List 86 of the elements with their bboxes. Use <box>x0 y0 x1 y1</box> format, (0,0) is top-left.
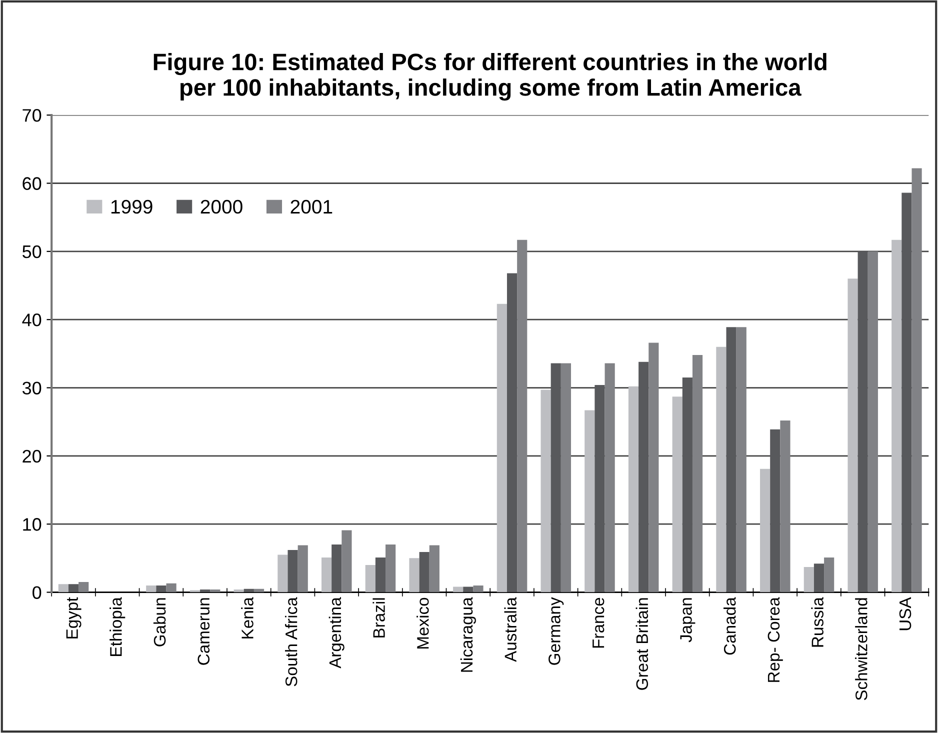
bar <box>540 390 551 592</box>
bar <box>848 278 858 592</box>
bar <box>594 385 605 592</box>
bar <box>156 585 166 592</box>
bar <box>760 468 770 592</box>
bar <box>628 386 639 592</box>
y-tick-label: 30 <box>22 382 42 394</box>
bar <box>496 304 507 592</box>
bar <box>288 550 298 592</box>
y-tick-label: 10 <box>23 518 42 531</box>
x-tick-label: France <box>592 598 604 648</box>
x-tick-label: Great Britain <box>636 598 648 690</box>
bar <box>716 346 726 592</box>
bar <box>78 582 89 592</box>
x-tick-label: Mexico <box>416 598 429 649</box>
legend-label: 2000 <box>200 200 242 214</box>
x-tick-label: Germany <box>548 597 564 665</box>
bar <box>550 363 561 592</box>
bar <box>234 590 244 592</box>
x-tick-label: Camerun <box>198 598 210 665</box>
y-tick-label: 20 <box>22 450 42 463</box>
x-tick-label: Rep- Corea <box>768 597 783 682</box>
bar <box>166 583 176 592</box>
bar <box>321 558 332 592</box>
bar <box>453 586 464 592</box>
bar <box>375 558 386 592</box>
bar <box>365 564 376 592</box>
bar <box>584 410 595 592</box>
bar <box>902 192 912 592</box>
bar <box>682 378 692 592</box>
bar <box>672 396 682 592</box>
x-tick-label: Kenia <box>241 597 254 638</box>
x-tick-label: Gabun <box>153 598 166 646</box>
bar <box>200 590 210 592</box>
bar <box>648 342 659 592</box>
x-tick-label: Egypt <box>66 597 82 638</box>
bar <box>429 545 440 592</box>
x-tick-label: Canada <box>724 597 736 655</box>
bar <box>210 590 220 592</box>
bar <box>506 273 518 592</box>
bar <box>736 327 746 592</box>
bar <box>726 327 736 592</box>
bar <box>868 251 878 592</box>
bar <box>463 586 474 592</box>
x-tick-label: USA <box>899 597 912 630</box>
bar <box>770 429 780 592</box>
x-tick-label: Russia <box>811 597 824 647</box>
bar <box>912 168 922 592</box>
bar <box>824 558 834 592</box>
y-tick-label: 70 <box>22 109 42 122</box>
x-tick-label: Ethiopia <box>110 597 126 656</box>
bar <box>146 585 156 592</box>
bar <box>858 251 868 592</box>
y-tick-label: 50 <box>22 245 42 258</box>
bar <box>804 567 814 592</box>
x-tick-label: Australia <box>504 597 517 662</box>
bar <box>638 362 649 592</box>
bar <box>332 544 342 592</box>
y-tick-label: 60 <box>22 177 42 190</box>
x-tick-label: Schwitzerland <box>855 598 868 700</box>
bar <box>692 355 703 592</box>
y-tick-label: 0 <box>32 586 42 599</box>
x-tick-label: Argentina <box>328 597 344 668</box>
bar <box>68 584 79 592</box>
bar <box>473 585 484 592</box>
bar <box>58 584 68 592</box>
y-tick-label: 40 <box>22 314 42 326</box>
bar <box>386 544 396 592</box>
x-tick-label: Japan <box>680 598 696 642</box>
bar <box>604 363 615 592</box>
bar <box>560 363 572 592</box>
bar <box>419 552 430 592</box>
x-tick-label: Nicaragua <box>460 597 476 672</box>
bar <box>278 554 288 592</box>
bar <box>814 564 824 592</box>
bar <box>517 240 528 592</box>
x-tick-label: Brazil <box>372 598 385 638</box>
legend-label: 2001 <box>290 200 332 214</box>
bar <box>892 240 902 592</box>
bar <box>409 558 420 592</box>
legend-label: 1999 <box>111 200 152 214</box>
x-tick-label: South Africa <box>285 597 298 686</box>
bar <box>780 420 790 592</box>
chart-title: Figure 10: Estimated PCs for different countries in the world per 100 inhabitants, including some from Latin America <box>154 52 826 101</box>
bar <box>298 545 308 592</box>
bar <box>342 530 352 592</box>
